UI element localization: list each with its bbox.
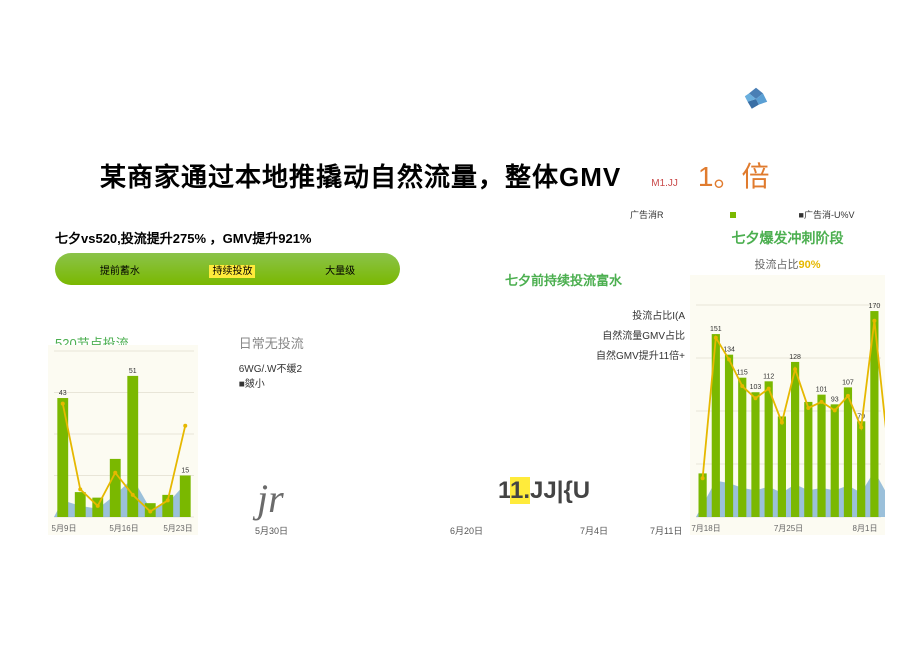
right-bullets: 投流占比I(A 自然流量GMV占比 自然GMV提升11倍+ [505,307,685,367]
svg-text:115: 115 [737,370,748,377]
right-chart: 15113411510311212810193107791707月18日7月25… [690,275,885,535]
left-subhead: 七夕vs520,投流提升275% ，GMV提升921% [55,228,400,247]
title-multiplier: 1。倍 [698,155,770,195]
page-title: 某商家通过本地推撬动自然流量，整体GMV [100,157,621,194]
svg-text:43: 43 [59,390,67,397]
svg-text:128: 128 [789,354,801,361]
svg-text:170: 170 [869,303,881,310]
title-tag: M1.JJ [651,178,678,189]
pill-a: 提前蓄水 [100,262,140,277]
svg-text:101: 101 [816,387,828,394]
right-chart-title: 七夕爆发冲刺阶段 [690,228,885,248]
svg-text:5月9日: 5月9日 [52,524,77,533]
jr-mark: jr [257,475,284,522]
svg-text:151: 151 [710,326,722,333]
pill-c: 大量级 [325,262,355,277]
date-a: 5月30日 [255,524,288,537]
svg-text:93: 93 [831,396,839,403]
legend-item-a: 广告消R [630,210,664,220]
svg-text:107: 107 [842,379,854,386]
pill-b: 持续投放 [209,262,255,277]
svg-text:15: 15 [181,468,189,475]
svg-text:5月16日: 5月16日 [109,524,138,533]
right-head: 七夕前持续投流富水 [505,270,685,289]
section-daily-label: 日常无投流 [239,333,304,352]
date-b: 6月20日 [450,524,483,537]
date-c: 7月4日 [580,524,608,537]
legend-item-b: ■广告消-U%V [799,210,855,220]
left-chart: 43 51 15 5月9日 5月16日 5月23日 [48,345,198,535]
svg-text:51: 51 [129,368,137,375]
section-daily-bullets: 6WG/.W不缓2 ■皴小 [239,362,304,392]
date-d: 7月11日 [650,524,682,537]
svg-text:5月23日: 5月23日 [163,524,192,533]
svg-text:112: 112 [763,373,774,380]
svg-text:7月18日: 7月18日 [691,524,720,533]
legend: 广告消R ■广告消-U%V [630,208,914,221]
marker-text: 11.JJ|{U [498,477,590,505]
strategy-pill: 提前蓄水 持续投放 大量级 [55,253,400,285]
logo-icon [742,85,770,113]
svg-text:103: 103 [750,384,762,391]
svg-text:7月25日: 7月25日 [774,524,803,533]
legend-dot [730,212,736,218]
svg-text:8月1日: 8月1日 [853,524,878,533]
